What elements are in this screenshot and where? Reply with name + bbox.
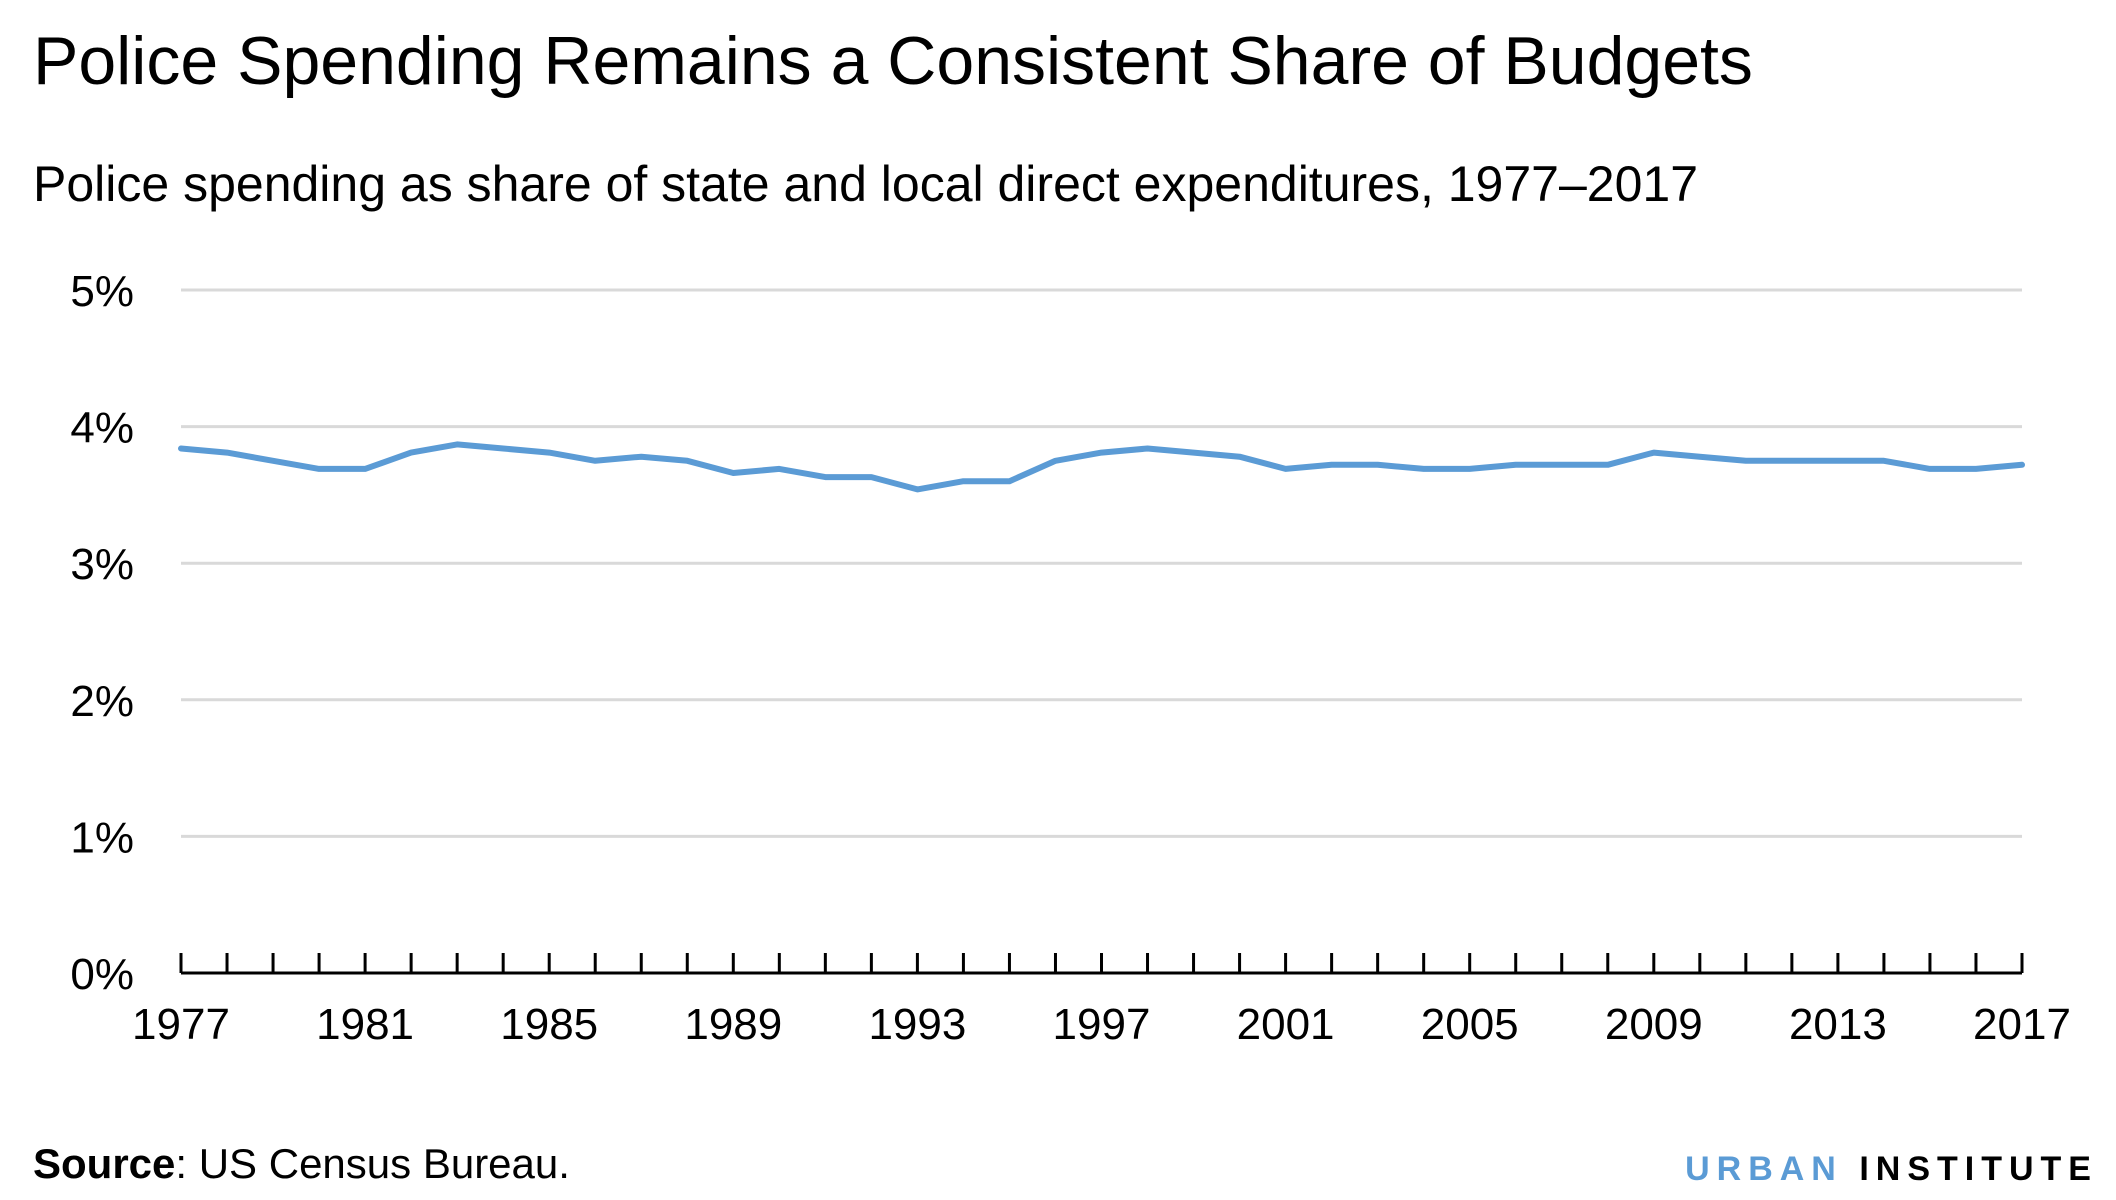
data-point-1989 bbox=[733, 473, 734, 474]
y-tick-label: 0% bbox=[70, 950, 134, 999]
data-point-2003 bbox=[1377, 464, 1378, 465]
urban-institute-logo: URBAN INSTITUTE bbox=[1685, 1150, 2098, 1189]
y-tick-label: 2% bbox=[70, 677, 134, 726]
series-layer bbox=[178, 441, 2025, 493]
data-point-1986 bbox=[595, 460, 596, 461]
data-point-1997 bbox=[1101, 452, 1102, 453]
data-point-2016 bbox=[1975, 468, 1976, 469]
source-label: Source bbox=[33, 1140, 176, 1187]
x-tick-label: 2005 bbox=[1421, 1000, 1519, 1049]
data-point-1980 bbox=[319, 468, 320, 469]
y-axis-ticks: 0% 1% 2% 3% 4% 5% bbox=[70, 267, 134, 999]
data-point-2013 bbox=[1837, 460, 1838, 461]
series-line-0 bbox=[178, 441, 2025, 493]
x-tick-label: 2017 bbox=[1973, 1000, 2071, 1049]
x-tick-label: 1981 bbox=[316, 1000, 414, 1049]
data-point-1996 bbox=[1055, 460, 1056, 461]
logo-urban: URBAN bbox=[1685, 1150, 1843, 1188]
data-point-2014 bbox=[1883, 460, 1884, 461]
data-point-1978 bbox=[227, 452, 228, 453]
data-point-2006 bbox=[1515, 464, 1516, 465]
data-point-1981 bbox=[365, 468, 366, 469]
data-point-1979 bbox=[273, 460, 274, 461]
data-point-2001 bbox=[1285, 468, 1286, 469]
source-text: : US Census Bureau. bbox=[175, 1140, 570, 1187]
data-point-1977 bbox=[181, 448, 182, 449]
line-chart: 0% 1% 2% 3% 4% 5% 1977 1981 1985 1989 1993 1997 200… bbox=[70, 267, 2071, 1049]
data-point-2005 bbox=[1469, 468, 1470, 469]
chart-subtitle: Police spending as share of state and lo… bbox=[33, 156, 1699, 212]
data-point-2017 bbox=[2022, 464, 2023, 465]
data-point-1993 bbox=[917, 489, 918, 490]
data-point-2002 bbox=[1331, 464, 1332, 465]
data-point-2015 bbox=[1929, 468, 1930, 469]
data-point-2004 bbox=[1423, 468, 1424, 469]
x-tick-label: 1985 bbox=[500, 1000, 598, 1049]
data-point-1995 bbox=[1009, 481, 1010, 482]
data-point-1991 bbox=[825, 477, 826, 478]
data-point-2009 bbox=[1653, 452, 1654, 453]
data-point-1994 bbox=[963, 481, 964, 482]
x-tick-label: 1977 bbox=[132, 1000, 230, 1049]
data-point-2000 bbox=[1239, 456, 1240, 457]
data-point-2011 bbox=[1745, 460, 1746, 461]
source-note: Source: US Census Bureau. bbox=[33, 1140, 570, 1188]
x-tick-label: 2009 bbox=[1605, 1000, 1703, 1049]
data-point-1984 bbox=[503, 448, 504, 449]
data-point-1998 bbox=[1147, 448, 1148, 449]
data-point-1990 bbox=[779, 468, 780, 469]
data-point-2012 bbox=[1791, 460, 1792, 461]
x-tick-label: 1997 bbox=[1053, 1000, 1151, 1049]
data-point-1992 bbox=[871, 477, 872, 478]
chart-title: Police Spending Remains a Consistent Sha… bbox=[33, 23, 1753, 99]
data-point-1999 bbox=[1193, 452, 1194, 453]
x-tick-label: 2013 bbox=[1789, 1000, 1887, 1049]
data-point-1987 bbox=[641, 456, 642, 457]
data-point-1982 bbox=[411, 452, 412, 453]
y-tick-label: 4% bbox=[70, 404, 134, 453]
x-tick-label: 1989 bbox=[684, 1000, 782, 1049]
y-tick-label: 1% bbox=[70, 813, 134, 862]
data-point-1983 bbox=[457, 444, 458, 445]
x-axis bbox=[179, 953, 2024, 975]
gridlines bbox=[181, 288, 2022, 838]
data-point-1988 bbox=[687, 460, 688, 461]
data-point-2008 bbox=[1607, 464, 1608, 465]
x-tick-label: 2001 bbox=[1237, 1000, 1335, 1049]
y-tick-label: 3% bbox=[70, 540, 134, 589]
data-point-2010 bbox=[1699, 456, 1700, 457]
x-tick-label: 1993 bbox=[868, 1000, 966, 1049]
data-point-2007 bbox=[1561, 464, 1562, 465]
data-point-1985 bbox=[549, 452, 550, 453]
y-tick-label: 5% bbox=[70, 267, 134, 316]
x-axis-ticks: 1977 1981 1985 1989 1993 1997 2001 2005 2009 2013… bbox=[132, 1000, 2071, 1049]
logo-institute: INSTITUTE bbox=[1859, 1150, 2098, 1188]
